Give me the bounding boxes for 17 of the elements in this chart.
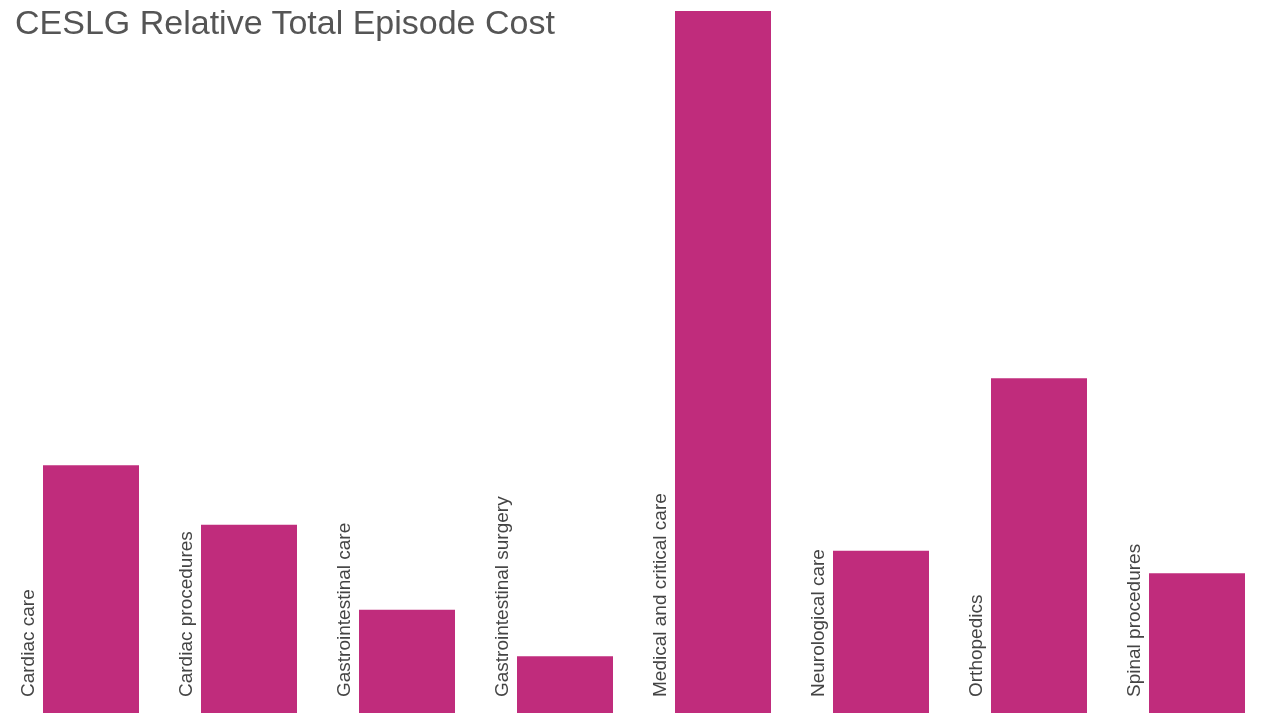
bar: [991, 378, 1087, 713]
bar: [43, 465, 139, 713]
bar: [359, 609, 455, 713]
x-tick-label: Cardiac care: [16, 589, 38, 697]
x-tick-label: Neurological care: [806, 549, 828, 697]
bar: [1149, 573, 1245, 713]
x-tick-label: Orthopedics: [964, 594, 986, 697]
chart-title: CESLG Relative Total Episode Cost: [15, 3, 556, 41]
bar: [675, 11, 771, 713]
bar: [517, 656, 613, 713]
x-tick-label: Gastrointestinal care: [332, 522, 354, 697]
bar: [201, 524, 297, 713]
x-tick-label: Gastrointestinal surgery: [490, 495, 512, 697]
x-tick-label: Medical and critical care: [648, 493, 670, 697]
x-tick-label: Cardiac procedures: [174, 531, 196, 697]
x-tick-label: Spinal procedures: [1122, 543, 1144, 697]
bar: [833, 550, 929, 713]
